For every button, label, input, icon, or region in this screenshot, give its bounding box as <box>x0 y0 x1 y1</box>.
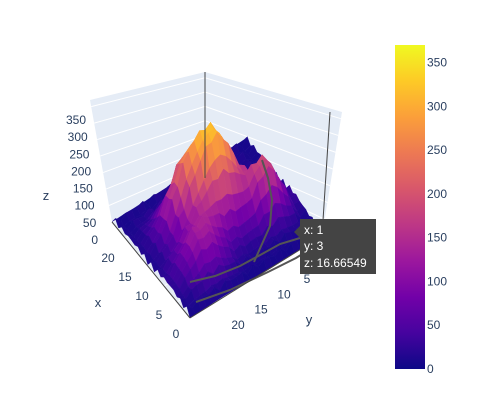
z-axis-title: z <box>43 188 50 203</box>
x-tick-label: 5 <box>156 308 163 322</box>
colorbar-tick-label: 250 <box>427 143 447 157</box>
y-tick-label: 5 <box>304 272 311 286</box>
colorbar-tick-label: 100 <box>427 274 447 288</box>
right-wall-pane <box>205 72 342 236</box>
z-tick-label: 300 <box>68 130 88 144</box>
z-tick-label: 150 <box>73 182 93 196</box>
grid-line <box>99 120 206 157</box>
x-axis-line <box>111 221 191 319</box>
x-tick-label: 0 <box>173 327 180 341</box>
colorbar-tick-label: 200 <box>427 187 447 201</box>
grid-line <box>204 120 333 170</box>
grid-line <box>204 77 342 120</box>
z-tick-label: 350 <box>66 113 86 127</box>
z-tick-label: 100 <box>75 199 95 213</box>
colorbar-tick-label: 300 <box>427 99 447 113</box>
grid-line <box>91 77 206 108</box>
z-tick-label: 50 <box>83 216 97 230</box>
y-tick-label: 10 <box>277 287 291 301</box>
grid-line <box>102 134 206 174</box>
tooltip-y: y: 3 <box>304 239 324 253</box>
colorbar-tick-label: 150 <box>427 231 447 245</box>
grid-line <box>204 105 336 153</box>
z-tick-labels: 0 50 100 150 200 250 300 350 <box>66 113 98 247</box>
surface[interactable] <box>111 121 323 319</box>
contour-line-3 <box>253 159 274 263</box>
z-tick-label: 250 <box>69 147 89 161</box>
y-tick-labels: 5 10 15 20 <box>231 272 310 332</box>
colorbar-tick-label: 350 <box>427 56 447 70</box>
grid-line <box>96 105 206 141</box>
tooltip-x: x: 1 <box>304 223 324 237</box>
x-axis-title: x <box>95 295 102 310</box>
y-axis-title: y <box>306 312 313 327</box>
grid-line <box>94 91 206 124</box>
y-tick-label: 20 <box>231 318 245 332</box>
colorbar-tick-labels: 0 50 100 150 200 250 300 350 <box>427 56 447 376</box>
hover-tooltip: x: 1 y: 3 z: 16.66549 <box>294 219 376 274</box>
x-tick-label: 15 <box>118 270 132 284</box>
tooltip-z: z: 16.66549 <box>304 256 367 270</box>
colorbar-gradient <box>395 45 425 369</box>
colorbar-tick-label: 0 <box>427 362 434 376</box>
y-tick-label: 15 <box>254 303 268 317</box>
colorbar-tick-label: 50 <box>427 318 441 332</box>
x-tick-label: 20 <box>101 251 115 265</box>
tooltip-box <box>300 219 376 274</box>
tooltip-pointer <box>294 226 300 238</box>
frame-edge-line <box>321 111 331 237</box>
z-tick-label: 200 <box>71 164 91 178</box>
z-tick-label: 0 <box>91 233 98 247</box>
contour-line-2 <box>189 237 301 283</box>
grid-line <box>204 91 339 136</box>
x-tick-label: 10 <box>135 289 149 303</box>
colorbar: 0 50 100 150 200 250 300 350 <box>395 45 447 376</box>
